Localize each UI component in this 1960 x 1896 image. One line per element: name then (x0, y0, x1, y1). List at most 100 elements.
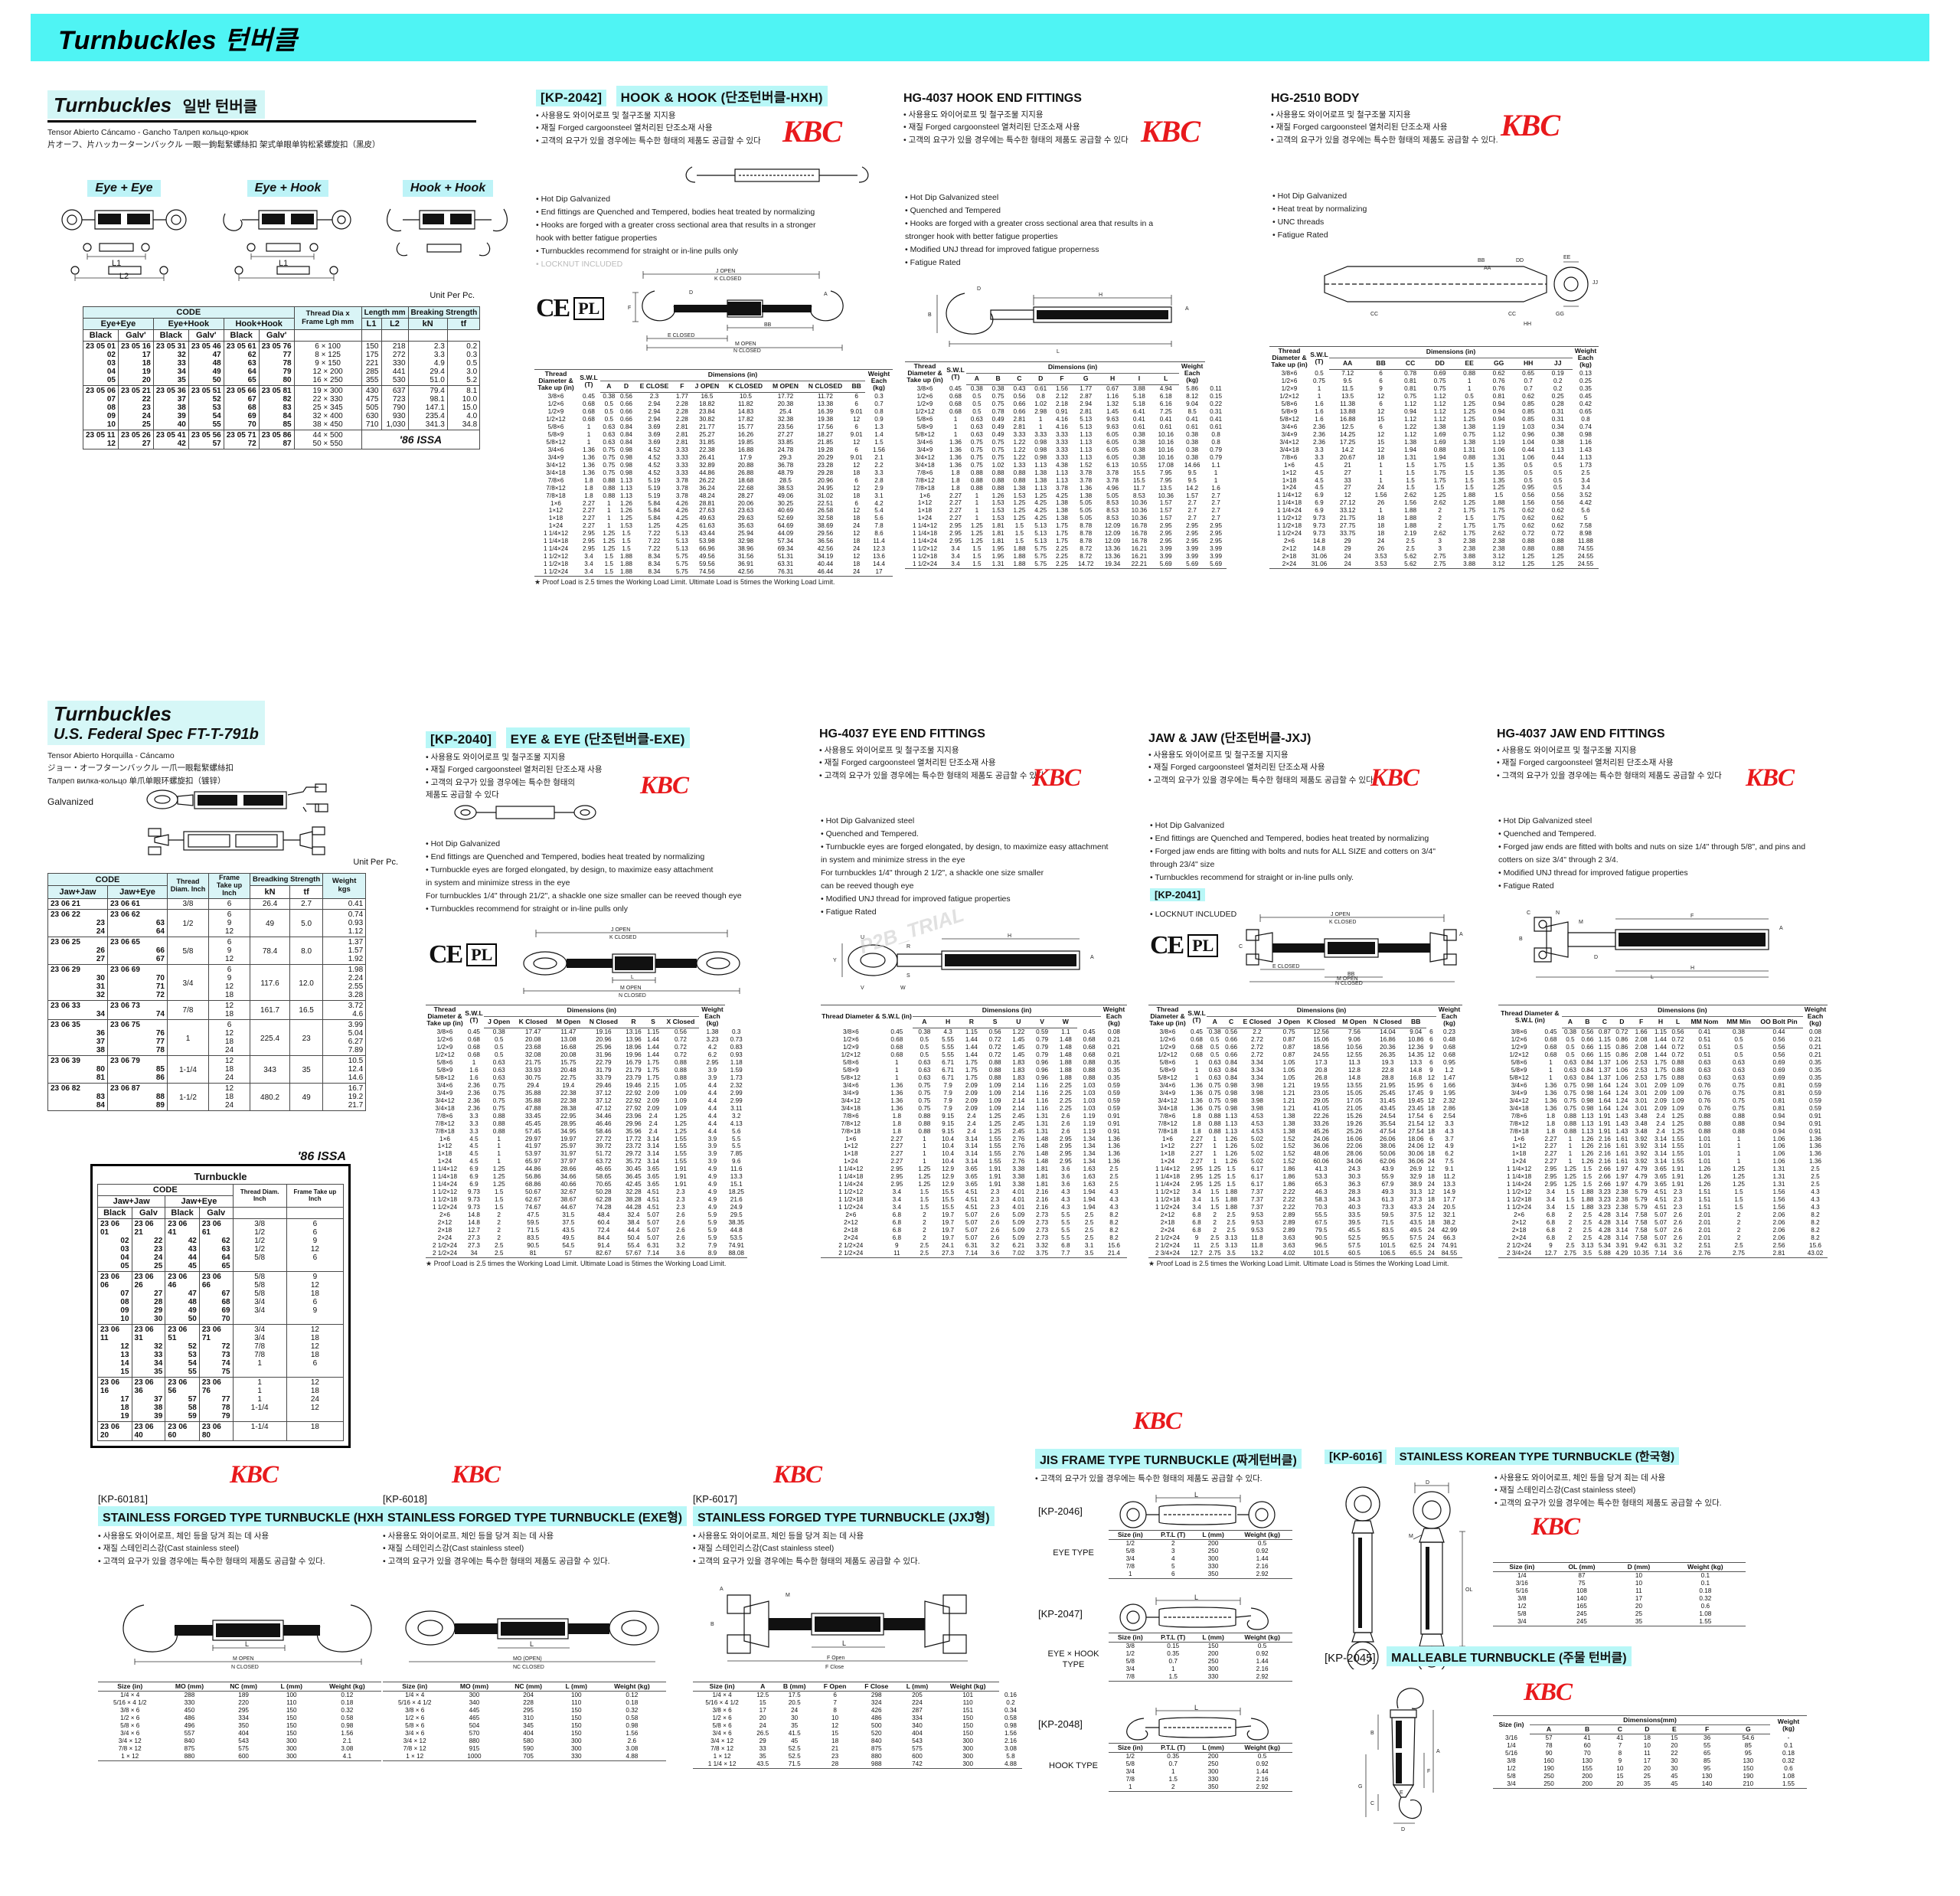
table-cell: 24.55 (1313, 1051, 1329, 1058)
variant-label: Eye + Hook (247, 180, 329, 197)
table-cell: 0.5 (1524, 469, 1533, 476)
table-cell: 1.44 (647, 1035, 659, 1043)
table-cell: 2×24 (1511, 1234, 1527, 1242)
table-cell: 5/8×12 (546, 438, 566, 446)
table-cell: 0.84 (620, 423, 632, 430)
table-cell: 0.44 (1772, 1028, 1785, 1035)
table-cell: 0.68 (468, 1043, 480, 1051)
table-cell: 2.5 (1109, 1165, 1119, 1173)
table-cell: 3.65 (965, 1181, 978, 1188)
table-cell: 20.96 (596, 1035, 612, 1043)
table-cell: 1.36 (1191, 1104, 1203, 1112)
table-cell: 7/8×18 (841, 1127, 861, 1135)
table-cell: 1.09 (674, 1104, 687, 1112)
table-cell: 1.95 (1443, 1089, 1455, 1097)
table-cell: 0.38 (492, 1028, 505, 1035)
table-cell: 3/4×18 (1509, 1104, 1529, 1112)
table-cell: 5.9 (707, 1227, 717, 1234)
col-s: S (983, 1016, 1007, 1028)
table-cell: 9 (1379, 384, 1383, 392)
col-jaw-jaw: Jaw+Jaw (96, 1195, 166, 1208)
table-cell: 310 (523, 1715, 534, 1722)
table-cell: 17.47 (525, 1028, 541, 1035)
table-cell: 1.56 (1374, 492, 1387, 499)
table-cell: 2.27 (1191, 1150, 1203, 1158)
table-cell: 1.09 (988, 1097, 1001, 1104)
table-cell: 5.84 (648, 515, 661, 522)
table-cell: 880 (871, 1753, 882, 1760)
table-cell: 1.45 (1012, 1035, 1025, 1043)
table-cell: 1.88 (1404, 522, 1417, 530)
table-row: 3/4×12 1.36 0.75 0.75 1.22 0.98 3.33 1.13 6.05 0.… (905, 453, 1227, 461)
table-cell: 1.34 (1083, 1143, 1096, 1150)
table-cell: 7/8×6 (547, 476, 564, 484)
table-cell: 1.19 (1083, 1120, 1096, 1127)
table-cell: 10.16 (1158, 446, 1174, 453)
table-cell: 4.52 (648, 461, 661, 469)
table-cell: 62.06 (1380, 1158, 1396, 1165)
svg-text:F: F (1690, 914, 1694, 919)
table-cell: 2.6 (1673, 1211, 1683, 1219)
table-cell: 29.56 (817, 530, 834, 538)
table-cell: 18 (1427, 1127, 1435, 1135)
table-cell: 0.1 (1700, 1580, 1710, 1587)
table-cell: 2 (923, 1234, 926, 1242)
variant-label: Eye + Eye (87, 180, 161, 197)
col-e-closed: E Closed (1239, 1016, 1276, 1028)
table-cell: 1.5 (1152, 1672, 1194, 1682)
table-cell: 1/4 × 4 (712, 1692, 732, 1699)
table-cell: 0.5 (1734, 1051, 1743, 1058)
table-cell: 0.68 (1083, 1043, 1096, 1051)
col-d: D (1613, 1016, 1631, 1028)
table-cell: 2.4 (648, 1120, 658, 1127)
table-row: 23 06 82 83 84 23 06 87 88 89 1-1/2 12 18 24 480.2… (47, 1082, 367, 1111)
table-cell: 0.45 (890, 1028, 903, 1035)
table-cell: 5.07 (647, 1227, 659, 1234)
table-cell: 1/2×9 (842, 1043, 859, 1051)
table-cell: 5.75 (1034, 545, 1047, 553)
table-cell: 33.79 (596, 1074, 612, 1081)
table-cell: 32.9 (1410, 1173, 1423, 1181)
table-cell: 140 (1687, 1780, 1726, 1789)
table-cell: 0.76 (1492, 377, 1505, 384)
table-cell: 496 (184, 1722, 195, 1730)
table-cell: 41.97 (525, 1143, 541, 1150)
col-swl: S.W.L (T) (464, 1005, 484, 1028)
col-thread-swl: Thread Diameter & S.W.L (in) (1498, 1005, 1562, 1028)
table-row: 3/8×6 0.45 0.38 4.3 1.15 0.56 1.22 0.59 1.1 0.45 0… (821, 1028, 1127, 1035)
table-cell: 39.72 (596, 1143, 612, 1150)
table-cell: 18 (853, 561, 861, 568)
table-cell: 1.6 (1315, 415, 1324, 423)
table-cell: 33.85 (777, 438, 794, 446)
table-cell: 1 (497, 1150, 501, 1158)
table-cell: 0.84 (620, 430, 632, 438)
table-cell: 1.44 (1655, 1035, 1667, 1043)
table-cell: 0.74 0.93 1.12 (322, 908, 367, 937)
table-cell: 2.25 (1059, 1081, 1072, 1089)
table-cell: 1 1/2×12 (1276, 515, 1302, 522)
table-cell: 15 (1377, 415, 1385, 423)
table-cell: 2.6 (676, 1219, 685, 1227)
table-cell: 3.3 (469, 1127, 479, 1135)
table-cell: 60.4 (597, 1219, 610, 1227)
table-row: 1/2×12 0.68 0.5 0.78 0.66 2.98 0.91 2.81 1.45 6.4… (905, 407, 1227, 415)
table-cell: 6.31 (647, 1242, 659, 1250)
federal-drawings (138, 781, 368, 873)
table-cell: 13.36 (1104, 545, 1121, 553)
table-cell: 3.14 (1615, 1211, 1628, 1219)
table-cell: 0.88 (1563, 1120, 1576, 1127)
table-cell: 2 (1438, 507, 1442, 515)
col-f: F (1630, 1016, 1652, 1028)
table-cell: 5.55 (942, 1043, 955, 1051)
table-cell: 0.7 (1524, 384, 1533, 392)
table-cell: 20.96 (817, 476, 834, 484)
table-cell: 17.82 (737, 415, 754, 423)
table-row: 1 1/4×24 2.95 1.25 1.5 2.66 1.97 4.79 3.65 1.91 1… (1498, 1181, 1828, 1188)
table-row: 3/4×12 1.36 0.75 0.98 4.52 3.33 32.89 20.88 36.7… (534, 461, 893, 469)
table-cell: 9 (1429, 1043, 1433, 1051)
dim-label-l2: L2 (119, 272, 129, 281)
table-cell: 8.72 (1080, 553, 1093, 561)
table-cell: 1 (975, 499, 979, 507)
col-x-closed: X Closed (662, 1016, 700, 1028)
